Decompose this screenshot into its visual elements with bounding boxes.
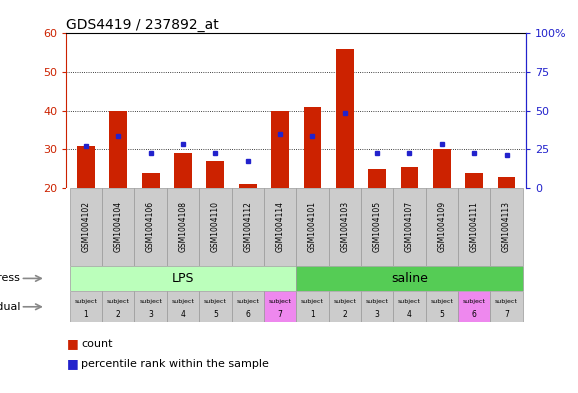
Text: subject: subject <box>75 299 97 304</box>
Bar <box>142 173 160 188</box>
Text: 5: 5 <box>213 310 218 319</box>
Bar <box>199 188 232 266</box>
Text: 4: 4 <box>180 310 186 319</box>
Bar <box>167 188 199 266</box>
Text: GSM1004114: GSM1004114 <box>276 201 284 252</box>
Bar <box>135 291 167 322</box>
Bar <box>490 291 523 322</box>
Bar <box>264 188 297 266</box>
Text: 4: 4 <box>407 310 412 319</box>
Text: 3: 3 <box>375 310 380 319</box>
Text: 2: 2 <box>342 310 347 319</box>
Text: ■: ■ <box>66 337 78 351</box>
Bar <box>498 176 516 188</box>
Text: GSM1004110: GSM1004110 <box>211 201 220 252</box>
Bar <box>401 167 418 188</box>
Text: GSM1004102: GSM1004102 <box>81 201 90 252</box>
Text: GSM1004107: GSM1004107 <box>405 201 414 252</box>
Bar <box>336 49 354 188</box>
Text: subject: subject <box>463 299 486 304</box>
Text: subject: subject <box>107 299 129 304</box>
Bar <box>167 291 199 322</box>
Text: GSM1004106: GSM1004106 <box>146 201 155 252</box>
Bar <box>361 188 393 266</box>
Text: percentile rank within the sample: percentile rank within the sample <box>81 358 269 369</box>
Bar <box>232 291 264 322</box>
Bar <box>465 173 483 188</box>
Bar <box>70 188 102 266</box>
Text: count: count <box>81 339 112 349</box>
Bar <box>70 291 102 322</box>
Text: subject: subject <box>204 299 227 304</box>
Bar <box>77 145 95 188</box>
Text: subject: subject <box>334 299 356 304</box>
Text: ■: ■ <box>66 357 78 370</box>
Text: 1: 1 <box>83 310 88 319</box>
Text: stress: stress <box>0 274 21 283</box>
Text: GSM1004104: GSM1004104 <box>114 201 123 252</box>
Bar <box>328 188 361 266</box>
Bar <box>239 184 257 188</box>
Text: GSM1004109: GSM1004109 <box>438 201 446 252</box>
Bar <box>425 291 458 322</box>
Bar <box>102 188 135 266</box>
Text: 6: 6 <box>245 310 250 319</box>
Text: individual: individual <box>0 302 21 312</box>
Bar <box>297 291 328 322</box>
Text: subject: subject <box>139 299 162 304</box>
Bar <box>199 291 232 322</box>
Text: GSM1004101: GSM1004101 <box>308 201 317 252</box>
Bar <box>297 266 523 291</box>
Text: saline: saline <box>391 272 428 285</box>
Bar <box>433 149 451 188</box>
Text: subject: subject <box>269 299 291 304</box>
Bar <box>458 291 490 322</box>
Bar <box>458 188 490 266</box>
Text: subject: subject <box>301 299 324 304</box>
Text: subject: subject <box>398 299 421 304</box>
Text: GSM1004113: GSM1004113 <box>502 201 511 252</box>
Text: subject: subject <box>236 299 259 304</box>
Bar <box>303 107 321 188</box>
Text: subject: subject <box>366 299 388 304</box>
Bar <box>206 161 224 188</box>
Bar <box>328 291 361 322</box>
Text: GSM1004108: GSM1004108 <box>179 201 187 252</box>
Text: GSM1004112: GSM1004112 <box>243 201 252 252</box>
Text: 1: 1 <box>310 310 315 319</box>
Text: 7: 7 <box>277 310 283 319</box>
Text: subject: subject <box>495 299 518 304</box>
Text: GSM1004103: GSM1004103 <box>340 201 349 252</box>
Text: 6: 6 <box>472 310 477 319</box>
Bar <box>174 153 192 188</box>
Text: LPS: LPS <box>172 272 194 285</box>
Bar <box>271 111 289 188</box>
Text: GSM1004111: GSM1004111 <box>470 201 479 252</box>
Bar <box>490 188 523 266</box>
Bar <box>361 291 393 322</box>
Bar <box>368 169 386 188</box>
Text: subject: subject <box>172 299 194 304</box>
Bar <box>297 188 328 266</box>
Bar <box>102 291 135 322</box>
Bar <box>232 188 264 266</box>
Bar <box>393 188 425 266</box>
Bar <box>109 111 127 188</box>
Text: GSM1004105: GSM1004105 <box>373 201 381 252</box>
Bar <box>264 291 297 322</box>
Text: subject: subject <box>431 299 453 304</box>
Bar <box>425 188 458 266</box>
Text: 5: 5 <box>439 310 444 319</box>
Text: 2: 2 <box>116 310 121 319</box>
Bar <box>393 291 425 322</box>
Text: GDS4419 / 237892_at: GDS4419 / 237892_at <box>66 18 219 32</box>
Bar <box>135 188 167 266</box>
Text: 3: 3 <box>148 310 153 319</box>
Bar <box>70 266 297 291</box>
Text: 7: 7 <box>504 310 509 319</box>
